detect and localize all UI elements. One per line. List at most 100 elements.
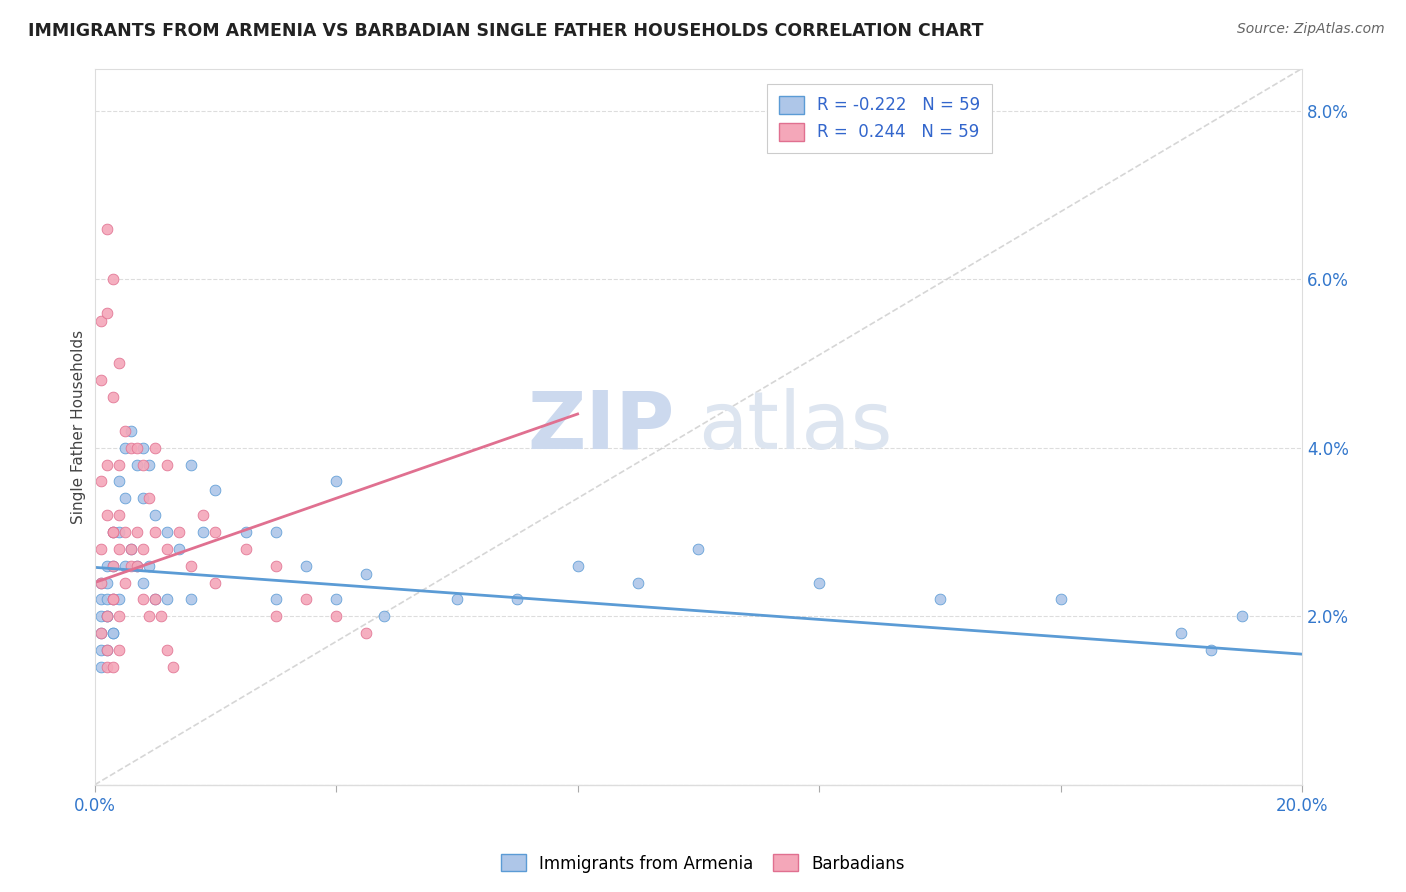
Point <box>96 592 118 607</box>
Point <box>108 524 131 539</box>
Point <box>156 458 179 472</box>
Point <box>96 575 118 590</box>
Point <box>156 643 179 657</box>
Text: ZIP: ZIP <box>527 388 675 466</box>
Point <box>295 558 318 573</box>
Point <box>808 575 831 590</box>
Point <box>90 373 112 387</box>
Point <box>90 626 112 640</box>
Point <box>101 558 124 573</box>
Point <box>1049 592 1071 607</box>
Point <box>96 558 118 573</box>
Point <box>114 491 136 506</box>
Point <box>96 458 118 472</box>
Point <box>162 660 184 674</box>
Point <box>101 524 124 539</box>
Point <box>120 441 142 455</box>
Point <box>325 592 347 607</box>
Point <box>156 524 179 539</box>
Point <box>138 491 160 506</box>
Point <box>108 592 131 607</box>
Point <box>101 592 124 607</box>
Point <box>90 626 112 640</box>
Point <box>108 508 131 522</box>
Point <box>356 626 378 640</box>
Y-axis label: Single Father Households: Single Father Households <box>72 329 86 524</box>
Point <box>125 524 148 539</box>
Point <box>108 643 131 657</box>
Point <box>567 558 589 573</box>
Point <box>101 626 124 640</box>
Point <box>114 441 136 455</box>
Point <box>120 541 142 556</box>
Point <box>325 475 347 489</box>
Point <box>264 609 287 624</box>
Point <box>101 660 124 674</box>
Point <box>1230 609 1253 624</box>
Point <box>167 524 190 539</box>
Point <box>506 592 529 607</box>
Point <box>101 524 124 539</box>
Point <box>120 541 142 556</box>
Point <box>108 458 131 472</box>
Point <box>150 609 173 624</box>
Point <box>627 575 650 590</box>
Point <box>1170 626 1192 640</box>
Point <box>96 609 118 624</box>
Point <box>90 592 112 607</box>
Point <box>180 458 202 472</box>
Point <box>90 575 112 590</box>
Point <box>90 609 112 624</box>
Point <box>96 221 118 235</box>
Point <box>264 592 287 607</box>
Point <box>114 575 136 590</box>
Point <box>101 272 124 286</box>
Legend: R = -0.222   N = 59, R =  0.244   N = 59: R = -0.222 N = 59, R = 0.244 N = 59 <box>768 84 991 153</box>
Point <box>120 558 142 573</box>
Point <box>90 541 112 556</box>
Point <box>108 609 131 624</box>
Point <box>928 592 950 607</box>
Point <box>96 643 118 657</box>
Point <box>138 558 160 573</box>
Point <box>120 424 142 438</box>
Point <box>125 558 148 573</box>
Legend: Immigrants from Armenia, Barbadians: Immigrants from Armenia, Barbadians <box>494 847 912 880</box>
Point <box>90 643 112 657</box>
Point <box>125 558 148 573</box>
Point <box>235 541 257 556</box>
Point <box>90 660 112 674</box>
Point <box>180 592 202 607</box>
Point <box>143 592 166 607</box>
Point <box>264 558 287 573</box>
Point <box>688 541 710 556</box>
Point <box>264 524 287 539</box>
Point <box>132 491 155 506</box>
Point <box>143 508 166 522</box>
Text: IMMIGRANTS FROM ARMENIA VS BARBADIAN SINGLE FATHER HOUSEHOLDS CORRELATION CHART: IMMIGRANTS FROM ARMENIA VS BARBADIAN SIN… <box>28 22 984 40</box>
Point <box>108 356 131 370</box>
Point <box>108 541 131 556</box>
Point <box>193 524 215 539</box>
Point <box>138 609 160 624</box>
Point <box>101 626 124 640</box>
Point <box>132 458 155 472</box>
Point <box>132 441 155 455</box>
Point <box>132 592 155 607</box>
Point <box>108 475 131 489</box>
Point <box>295 592 318 607</box>
Point <box>1201 643 1223 657</box>
Text: atlas: atlas <box>699 388 893 466</box>
Point <box>96 306 118 320</box>
Point <box>125 458 148 472</box>
Point <box>204 575 226 590</box>
Point <box>114 424 136 438</box>
Point <box>96 609 118 624</box>
Point <box>180 558 202 573</box>
Point <box>132 541 155 556</box>
Point <box>101 390 124 404</box>
Point <box>114 558 136 573</box>
Point <box>193 508 215 522</box>
Point <box>96 508 118 522</box>
Point <box>143 524 166 539</box>
